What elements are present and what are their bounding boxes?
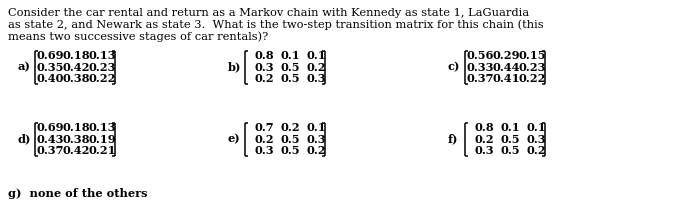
Text: 0.5: 0.5 [281,145,300,156]
Text: 0.2: 0.2 [255,73,274,84]
Text: 0.35: 0.35 [37,62,64,73]
Text: Consider the car rental and return as a Markov chain with Kennedy as state 1, La: Consider the car rental and return as a … [8,8,529,18]
Text: 0.1: 0.1 [526,122,546,133]
Text: 0.5: 0.5 [281,73,300,84]
Text: 0.23: 0.23 [518,62,546,73]
Text: 0.22: 0.22 [518,73,546,84]
Text: c): c) [448,62,460,73]
Text: 0.56: 0.56 [466,50,494,61]
Text: 0.5: 0.5 [500,145,520,156]
Text: means two successive stages of car rentals)?: means two successive stages of car renta… [8,31,268,42]
Text: e): e) [228,134,241,145]
Text: 0.23: 0.23 [88,62,116,73]
Text: a): a) [18,62,31,73]
Text: 0.2: 0.2 [526,145,546,156]
Text: 0.42: 0.42 [63,145,90,156]
Text: 0.5: 0.5 [281,62,300,73]
Text: g)  none of the others: g) none of the others [8,188,148,199]
Text: 0.22: 0.22 [88,73,116,84]
Text: 0.2: 0.2 [475,134,494,145]
Text: 0.2: 0.2 [280,122,300,133]
Text: 0.13: 0.13 [88,122,116,133]
Text: b): b) [228,62,242,73]
Text: 0.18: 0.18 [62,122,90,133]
Text: 0.8: 0.8 [255,50,274,61]
Text: 0.37: 0.37 [37,145,64,156]
Text: 0.13: 0.13 [88,50,116,61]
Text: 0.1: 0.1 [306,122,326,133]
Text: d): d) [18,134,32,145]
Text: 0.44: 0.44 [493,62,520,73]
Text: 0.38: 0.38 [63,73,90,84]
Text: 0.18: 0.18 [62,50,90,61]
Text: 0.69: 0.69 [37,50,64,61]
Text: 0.43: 0.43 [37,134,64,145]
Text: 0.3: 0.3 [306,134,326,145]
Text: 0.1: 0.1 [280,50,300,61]
Text: 0.29: 0.29 [493,50,520,61]
Text: 0.15: 0.15 [518,50,546,61]
Text: 0.21: 0.21 [88,145,116,156]
Text: 0.3: 0.3 [526,134,546,145]
Text: 0.69: 0.69 [37,122,64,133]
Text: 0.3: 0.3 [306,73,326,84]
Text: 0.5: 0.5 [281,134,300,145]
Text: 0.8: 0.8 [475,122,494,133]
Text: 0.42: 0.42 [63,62,90,73]
Text: 0.7: 0.7 [255,122,274,133]
Text: 0.41: 0.41 [493,73,520,84]
Text: 0.1: 0.1 [306,50,326,61]
Text: 0.2: 0.2 [255,134,274,145]
Text: as state 2, and Newark as state 3.  What is the two-step transition matrix for t: as state 2, and Newark as state 3. What … [8,19,544,30]
Text: 0.2: 0.2 [306,145,326,156]
Text: 0.3: 0.3 [255,145,274,156]
Text: 0.1: 0.1 [500,122,520,133]
Text: 0.38: 0.38 [63,134,90,145]
Text: 0.3: 0.3 [255,62,274,73]
Text: 0.33: 0.33 [466,62,494,73]
Text: 0.37: 0.37 [466,73,494,84]
Text: 0.40: 0.40 [37,73,64,84]
Text: 0.2: 0.2 [306,62,326,73]
Text: 0.3: 0.3 [475,145,494,156]
Text: f): f) [448,134,458,145]
Text: 0.19: 0.19 [88,134,116,145]
Text: 0.5: 0.5 [500,134,520,145]
